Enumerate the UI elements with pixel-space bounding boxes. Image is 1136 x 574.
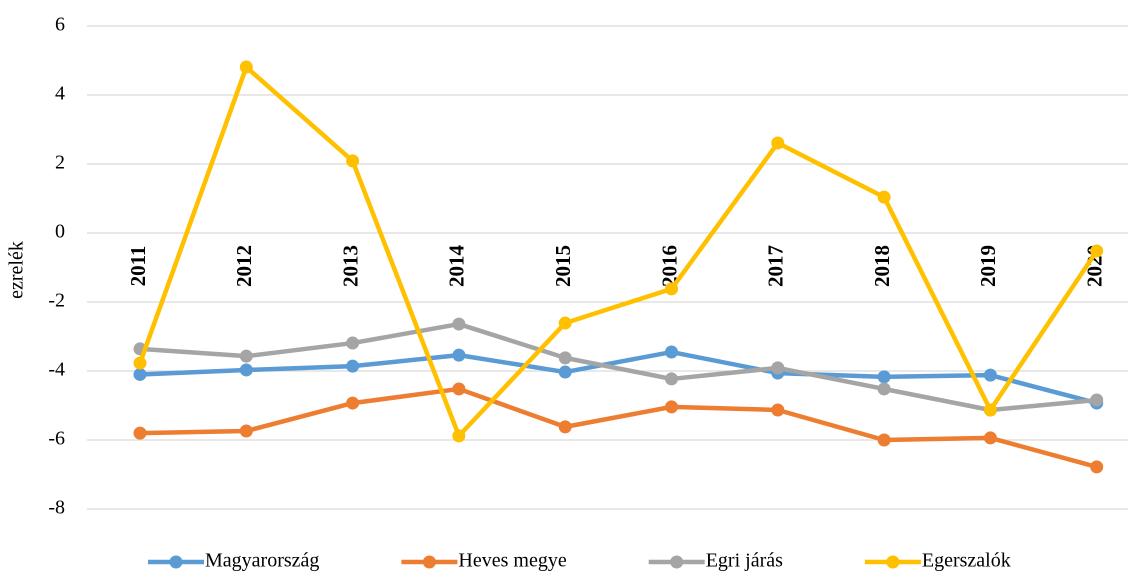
data-point xyxy=(346,359,360,373)
data-point xyxy=(983,368,997,382)
data-point xyxy=(1090,244,1104,258)
legend-marker xyxy=(670,555,684,569)
data-point xyxy=(452,429,466,443)
data-point xyxy=(558,316,572,330)
y-tick-label: 6 xyxy=(55,14,65,36)
data-point xyxy=(346,396,360,410)
x-tick-label: 2018 xyxy=(870,245,894,287)
data-point xyxy=(239,349,253,363)
y-tick-label: -8 xyxy=(48,497,65,519)
y-tick-label: 4 xyxy=(55,83,65,105)
legend-marker xyxy=(169,555,183,569)
data-point xyxy=(665,400,678,414)
y-tick-label: -4 xyxy=(48,359,65,381)
data-point xyxy=(558,420,572,434)
data-point xyxy=(665,372,678,386)
data-point xyxy=(665,345,678,359)
data-point xyxy=(239,424,253,438)
y-axis-label: ezrelék xyxy=(6,241,28,299)
x-tick-label: 2015 xyxy=(551,245,575,287)
data-point xyxy=(771,136,785,150)
y-tick-label: -2 xyxy=(48,290,65,312)
data-point xyxy=(452,348,466,362)
y-tick-label: -6 xyxy=(48,428,65,450)
data-point xyxy=(877,433,891,447)
x-tick-label: 2014 xyxy=(445,245,469,288)
data-point xyxy=(239,363,253,377)
data-point xyxy=(1090,460,1104,474)
data-point xyxy=(558,351,572,365)
series-line xyxy=(139,386,1098,470)
x-tick-label: 2011 xyxy=(126,246,150,287)
data-point xyxy=(877,190,891,204)
data-point xyxy=(452,317,466,331)
data-point xyxy=(558,365,572,379)
series-line xyxy=(139,349,1098,406)
data-point xyxy=(346,336,360,350)
data-point xyxy=(1090,393,1104,407)
data-point xyxy=(771,361,785,375)
data-point xyxy=(133,356,147,370)
x-tick-label: 2019 xyxy=(976,245,1000,287)
data-point xyxy=(983,403,997,417)
legend-label: Heves megye xyxy=(458,550,566,572)
data-point xyxy=(346,154,360,168)
series-line xyxy=(137,64,1099,439)
data-point xyxy=(133,426,147,440)
y-tick-label: 2 xyxy=(55,152,65,174)
data-point xyxy=(877,370,891,384)
legend-marker xyxy=(422,555,436,569)
data-point xyxy=(133,367,147,381)
data-point xyxy=(452,382,466,396)
y-tick-label: 0 xyxy=(55,221,65,243)
legend-marker xyxy=(886,555,900,569)
data-point xyxy=(771,403,785,417)
x-tick-label: 2013 xyxy=(338,245,362,287)
legend-label: Egerszalók xyxy=(922,550,1011,572)
data-point xyxy=(239,60,253,74)
legend-label: Egri járás xyxy=(706,550,783,572)
x-tick-label: 2017 xyxy=(764,245,788,287)
legend-label: Magyarország xyxy=(205,550,319,572)
data-point xyxy=(983,431,997,445)
series-line xyxy=(139,321,1097,413)
x-tick-label: 2012 xyxy=(232,245,256,287)
data-point xyxy=(665,282,678,296)
data-point xyxy=(877,382,891,396)
